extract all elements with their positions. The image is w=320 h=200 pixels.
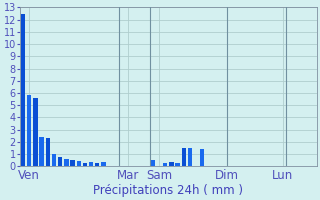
Bar — [27, 95, 31, 166]
Bar — [169, 162, 173, 166]
Bar — [163, 163, 167, 166]
Bar — [83, 163, 87, 166]
Bar — [188, 148, 192, 166]
Bar — [64, 159, 68, 166]
Bar — [39, 137, 44, 166]
Bar — [52, 154, 56, 166]
Bar — [46, 138, 50, 166]
Bar — [58, 157, 62, 166]
Bar — [21, 14, 25, 166]
Bar — [175, 163, 180, 166]
Bar — [101, 162, 106, 166]
Bar — [200, 149, 204, 166]
Bar — [33, 98, 38, 166]
Bar — [151, 160, 155, 166]
Bar — [95, 163, 100, 166]
Bar — [70, 160, 75, 166]
Bar — [76, 161, 81, 166]
Bar — [89, 162, 93, 166]
X-axis label: Précipitations 24h ( mm ): Précipitations 24h ( mm ) — [93, 184, 243, 197]
Bar — [181, 148, 186, 166]
